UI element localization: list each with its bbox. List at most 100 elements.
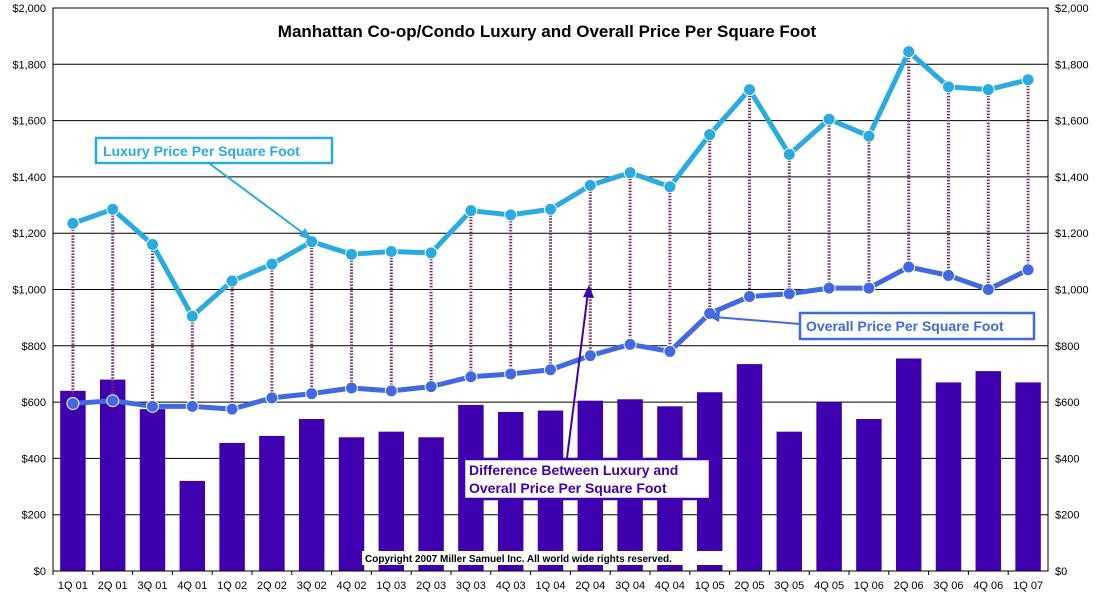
overall-series-point [424,380,438,394]
luxury-callout-box [94,136,334,165]
difference-bar [60,390,86,571]
overall-series-point [902,260,916,274]
difference-callout-label-2: Overall Price Per Square Foot [469,480,667,496]
y-tick-label-right: $0 [1055,566,1067,578]
x-tick-label: 4Q 06 [973,580,1003,592]
overall-callout-arrow [713,316,801,325]
y-tick-label-left: $1,200 [12,228,46,240]
luxury-series-point [902,45,916,59]
overall-series-point [504,367,518,381]
luxury-series-point [583,178,597,192]
y-tick-label-left: $600 [22,397,46,409]
difference-bar [856,418,882,571]
overall-series-point [185,399,199,413]
overall-series-point [743,290,756,304]
x-tick-label: 1Q 02 [217,580,247,592]
y-tick-label-left: $1,600 [12,116,46,128]
y-tick-label-left: $1,000 [12,285,46,297]
luxury-series-point [822,112,836,126]
y-tick-label-right: $1,200 [1055,228,1089,240]
y-tick-label-left: $800 [22,341,46,353]
difference-bar [99,379,126,571]
x-tick-label: 1Q 05 [695,580,725,592]
luxury-series-point [345,247,358,261]
overall-arrow-head [708,311,720,322]
difference-arrow-head [583,285,594,298]
chart-title: Manhattan Co-op/Condo Luxury and Overall… [278,22,817,41]
difference-bar [1015,382,1041,571]
x-tick-label: 2Q 01 [98,580,128,592]
overall-callout-box [798,311,1036,341]
luxury-series-point [66,216,80,230]
x-tick-label: 4Q 01 [177,580,207,592]
x-tick-label: 3Q 02 [297,580,327,592]
copyright-box [362,551,731,565]
overall-series-point [862,281,876,295]
luxury-series-point [464,204,478,218]
plot-frame [52,7,1049,572]
overall-series-point [822,281,836,295]
overall-series-point [981,283,995,296]
y-tick-label-right: $1,000 [1055,285,1089,297]
y-tick-label-left: $200 [22,510,46,522]
luxury-series-point [1021,73,1035,87]
overall-series-point [384,384,398,398]
overall-series-point [305,387,319,401]
luxury-series-point [544,202,557,216]
luxury-arrow-head [299,228,312,240]
x-tick-label: 2Q 03 [416,580,446,592]
y-tick-label-left: $0 [34,566,46,578]
difference-bar [736,364,763,571]
luxury-series-point [981,83,995,97]
overall-callout-label: Overall Price Per Square Foot [806,318,1004,334]
x-tick-label: 3Q 03 [456,580,486,592]
luxury-series-point [265,257,279,271]
overall-series-point [942,268,955,282]
x-tick-label: 3Q 06 [934,580,964,592]
difference-bar [418,437,444,571]
overall-series-point [265,391,279,405]
overall-series-point [544,363,557,377]
x-tick-label: 2Q 05 [735,580,765,592]
overall-series-point [623,337,637,351]
difference-bar [259,435,285,571]
x-tick-label: 4Q 04 [655,580,685,592]
difference-bar [139,409,166,571]
x-tick-label: 2Q 02 [257,580,287,592]
difference-bar [338,437,365,571]
luxury-callout-arrow [209,163,308,237]
luxury-series-point [663,180,677,194]
y-tick-label-right: $1,800 [1055,59,1089,71]
y-tick-label-right: $1,400 [1055,172,1089,184]
difference-bar [935,382,962,571]
overall-series-point [464,370,478,384]
difference-bar [816,402,842,571]
overall-series-point [782,287,796,301]
x-tick-label: 1Q 04 [536,580,566,592]
x-tick-label: 3Q 01 [138,580,168,592]
x-tick-label: 1Q 03 [376,580,406,592]
luxury-series-point [146,237,159,251]
luxury-series-point [623,166,637,180]
difference-callout-arrow [566,291,589,459]
x-tick-label: 4Q 02 [337,580,367,592]
luxury-series-point [225,274,239,288]
y-tick-label-right: $600 [1055,397,1079,409]
y-tick-label-left: $2,000 [12,3,46,15]
y-tick-label-right: $1,600 [1055,116,1089,128]
overall-series-point [663,344,677,358]
luxury-series-point [424,246,438,260]
overall-series-point [146,399,159,413]
copyright-notice: Copyright 2007 Miller Samuel Inc. All wo… [365,554,672,565]
difference-bar [776,431,803,571]
x-tick-label: 2Q 06 [894,580,924,592]
x-tick-label: 1Q 07 [1013,580,1043,592]
luxury-series-point [743,83,756,97]
luxury-callout-label: Luxury Price Per Square Foot [103,143,300,159]
y-tick-label-left: $400 [22,453,46,465]
y-tick-label-left: $1,800 [12,59,46,71]
luxury-series-point [782,147,796,161]
difference-bar [895,358,922,571]
